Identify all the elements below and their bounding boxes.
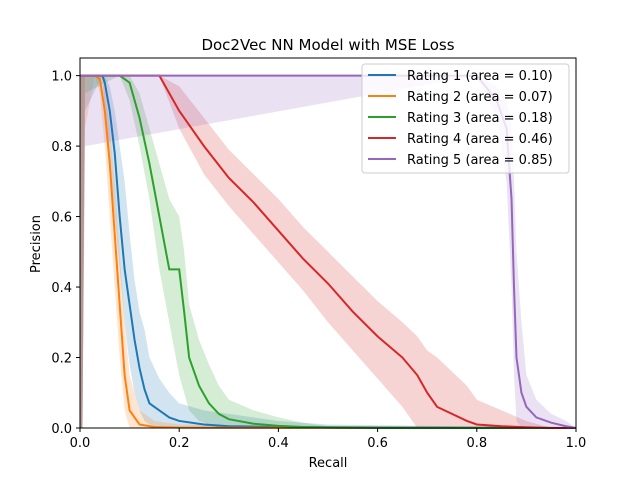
x-tick-label: 1.0 — [566, 436, 587, 451]
x-tick-label: 0.2 — [169, 436, 190, 451]
confidence-bands — [80, 75, 576, 428]
plot-frame — [79, 57, 577, 429]
chart-title: Doc2Vec NN Model with MSE Loss — [201, 36, 454, 54]
y-tick-label: 0.8 — [51, 140, 72, 155]
band-rating-5 — [80, 75, 576, 428]
y-tick-label: 0.0 — [51, 422, 72, 437]
y-tick-label: 0.6 — [51, 211, 72, 226]
x-tick-label: 0.8 — [466, 436, 487, 451]
x-tick-label: 0.6 — [367, 436, 388, 451]
line-rating-5 — [80, 74, 577, 429]
y-tick-label: 0.4 — [51, 281, 72, 296]
series-lines — [80, 74, 577, 429]
legend-label-rating-1: Rating 1 (area = 0.10) — [407, 69, 553, 84]
legend: Rating 1 (area = 0.10) Rating 2 (area = 0… — [361, 63, 570, 174]
x-axis-label: Recall — [309, 456, 348, 471]
band-rating-4 — [80, 75, 576, 428]
band-rating-2 — [80, 75, 576, 428]
y-axis-label: Precision — [29, 215, 44, 273]
line-rating-3 — [80, 74, 576, 429]
x-axis-ticks: 0.0 0.2 0.4 0.6 0.8 1.0 — [70, 428, 587, 451]
legend-label-rating-5: Rating 5 (area = 0.85) — [407, 153, 553, 168]
y-tick-label: 1.0 — [51, 70, 72, 85]
x-tick-label: 0.4 — [268, 436, 289, 451]
legend-label-rating-4: Rating 4 (area = 0.46) — [407, 132, 553, 147]
y-tick-label: 0.2 — [51, 352, 72, 367]
line-rating-4 — [80, 74, 576, 429]
y-axis-ticks: 0.0 0.2 0.4 0.6 0.8 1.0 — [51, 70, 80, 437]
legend-label-rating-2: Rating 2 (area = 0.07) — [407, 90, 553, 105]
band-rating-3 — [80, 75, 576, 428]
legend-box — [361, 63, 570, 174]
legend-label-rating-3: Rating 3 (area = 0.18) — [407, 111, 553, 126]
line-rating-1 — [80, 74, 577, 429]
x-tick-label: 0.0 — [70, 436, 91, 451]
